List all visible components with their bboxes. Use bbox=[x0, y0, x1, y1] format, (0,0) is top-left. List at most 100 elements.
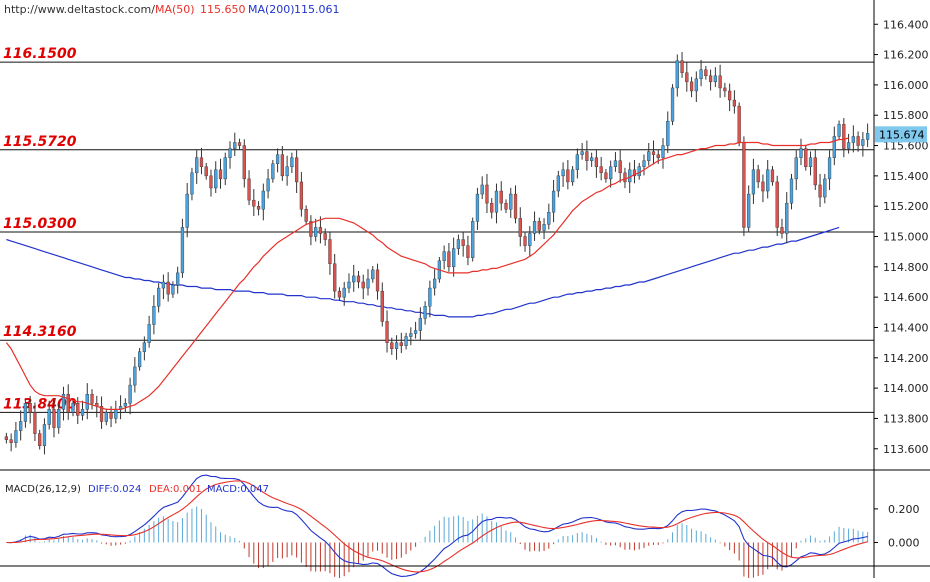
candle-body bbox=[594, 157, 599, 167]
candle-body bbox=[80, 409, 85, 416]
candle-body bbox=[827, 157, 832, 180]
candle-body bbox=[309, 221, 313, 237]
macd-title: MACD(26,12,9) bbox=[5, 484, 81, 495]
candle-body bbox=[689, 81, 694, 92]
macd-y-tick-label: 0.000 bbox=[888, 536, 920, 549]
candle-body bbox=[732, 99, 737, 107]
candle-body bbox=[865, 133, 870, 140]
y-tick-label: 115.400 bbox=[883, 170, 929, 183]
candle-body bbox=[199, 157, 204, 167]
candle-body bbox=[823, 178, 827, 198]
ma50-value: 115.650 bbox=[200, 3, 246, 16]
ma50-label: MA(50) bbox=[155, 3, 195, 16]
candle-body bbox=[475, 193, 480, 222]
candle-body bbox=[699, 69, 703, 80]
candle-body bbox=[347, 281, 351, 289]
y-tick-label: 116.000 bbox=[883, 79, 929, 92]
candle-body bbox=[266, 178, 270, 192]
candle-body bbox=[751, 169, 756, 195]
candle-body bbox=[190, 172, 194, 195]
candle-body bbox=[756, 169, 760, 183]
candle-body bbox=[761, 181, 765, 192]
last-price-badge bbox=[875, 126, 927, 143]
candle-body bbox=[413, 330, 418, 334]
ma200-layer bbox=[6, 226, 840, 318]
candle-body bbox=[133, 366, 137, 386]
candle-body bbox=[185, 193, 189, 228]
candle-body bbox=[323, 233, 327, 240]
y-tick-label: 114.000 bbox=[883, 382, 929, 395]
candle-body bbox=[290, 157, 294, 167]
candle-body bbox=[428, 287, 432, 307]
candle-body bbox=[480, 184, 484, 195]
candle-body bbox=[271, 163, 275, 180]
candle-body bbox=[19, 421, 23, 431]
candle-body bbox=[90, 393, 94, 404]
candle-body bbox=[47, 409, 51, 425]
y-tick-label: 114.800 bbox=[883, 261, 929, 274]
candle-body bbox=[109, 412, 113, 419]
candle-body bbox=[804, 148, 808, 167]
candle-body bbox=[61, 393, 66, 410]
y-tick-label: 115.600 bbox=[883, 140, 929, 153]
source-url[interactable]: http://www.deltastock.com/ bbox=[4, 3, 155, 16]
candle-body bbox=[647, 151, 651, 161]
candle-body bbox=[742, 142, 746, 228]
candle-body bbox=[708, 75, 713, 83]
candle-body bbox=[147, 324, 151, 343]
candle-body bbox=[813, 157, 817, 186]
candle-body bbox=[218, 169, 223, 180]
candle-body bbox=[4, 436, 9, 440]
candle-body bbox=[766, 169, 770, 192]
candle-body bbox=[237, 142, 242, 146]
level-label: 115.5720 bbox=[3, 134, 77, 150]
candle-body bbox=[718, 75, 722, 89]
candle-body bbox=[518, 218, 522, 237]
candle-body bbox=[432, 278, 437, 289]
macd-diff-line bbox=[6, 474, 868, 577]
level-label: 114.3160 bbox=[3, 324, 77, 340]
candle-body bbox=[794, 157, 798, 180]
y-tick-label: 113.600 bbox=[883, 443, 929, 456]
level-label: 116.1500 bbox=[3, 46, 77, 62]
candle-body bbox=[409, 333, 413, 337]
candle-body bbox=[123, 403, 127, 407]
candle-body bbox=[233, 142, 237, 149]
candle-body bbox=[837, 124, 841, 137]
candle-body bbox=[114, 409, 118, 419]
macd-value-label: MACD:0.047 bbox=[207, 484, 269, 495]
macd-diff-label: DIFF:0.024 bbox=[88, 484, 141, 495]
candle-body bbox=[142, 342, 146, 352]
candle-body bbox=[694, 78, 698, 92]
candle-body bbox=[128, 384, 132, 404]
level-label: 113.8400 bbox=[3, 396, 77, 412]
candle-body bbox=[461, 239, 465, 246]
candle-body bbox=[670, 87, 675, 122]
candle-body bbox=[551, 190, 556, 213]
candle-body bbox=[570, 169, 575, 183]
candle-body bbox=[161, 281, 166, 289]
candle-body bbox=[171, 284, 175, 295]
candle-body bbox=[157, 287, 161, 307]
candle-body bbox=[651, 151, 656, 155]
candle-body bbox=[295, 157, 299, 183]
candle-body bbox=[775, 181, 779, 228]
candle-body bbox=[214, 169, 218, 189]
candle-body bbox=[42, 424, 47, 446]
macd-y-tick-label: 0.200 bbox=[888, 503, 920, 516]
candle-body bbox=[456, 239, 461, 249]
candle-body bbox=[613, 160, 618, 167]
candle-body bbox=[371, 269, 375, 280]
candle-body bbox=[590, 157, 594, 161]
ma200-label: MA(200) bbox=[248, 3, 295, 16]
candle-body bbox=[504, 202, 508, 210]
candle-body bbox=[599, 166, 603, 174]
candle-body bbox=[9, 439, 13, 443]
candle-body bbox=[537, 221, 541, 231]
candle-body bbox=[180, 227, 185, 274]
candle-body bbox=[28, 403, 32, 413]
candles-layer bbox=[4, 52, 870, 455]
candle-body bbox=[223, 157, 227, 180]
candle-body bbox=[728, 90, 732, 101]
